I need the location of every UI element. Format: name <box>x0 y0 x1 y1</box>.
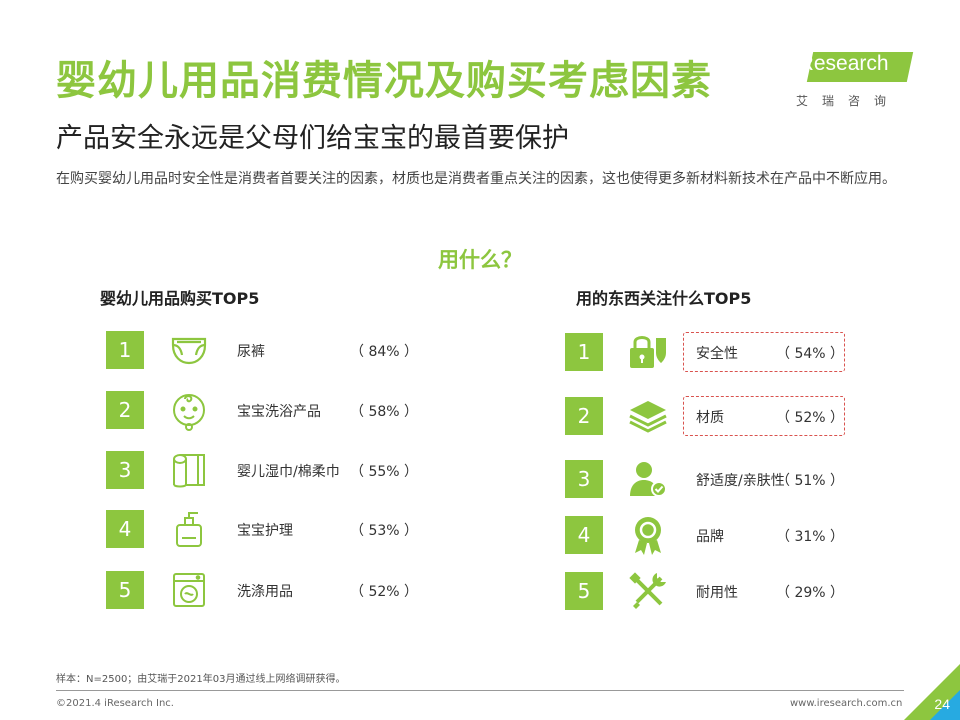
logo-prefix: i <box>794 52 799 75</box>
item-percent: （ 54% ） <box>776 346 845 362</box>
rank-badge: 1 <box>106 331 144 369</box>
highlight-box-safety <box>683 332 845 372</box>
item-percent: （ 55% ） <box>350 464 419 480</box>
item-percent: （ 53% ） <box>350 523 419 539</box>
item-label: 品牌 <box>696 529 724 545</box>
rank-badge: 3 <box>106 451 144 489</box>
list-item: 1 安全性 （ 54% ） <box>565 333 865 373</box>
item-percent: （ 52% ） <box>776 410 845 426</box>
logo-text: iResearch <box>794 52 889 76</box>
lock-shield-icon <box>627 331 669 373</box>
tissue-roll-icon <box>168 449 210 491</box>
list-item: 2 宝宝洗浴产品 （ 58% ） <box>106 391 436 431</box>
copyright: ©2021.4 iResearch Inc. <box>56 698 174 709</box>
item-percent: （ 52% ） <box>350 584 419 600</box>
baby-face-icon <box>168 389 210 431</box>
item-label: 安全性 <box>696 346 738 362</box>
page-subtitle: 产品安全永远是父母们给宝宝的最首要保护 <box>56 123 569 154</box>
item-percent: （ 51% ） <box>776 473 845 489</box>
page-description: 在购买婴幼儿用品时安全性是消费者首要关注的因素，材质也是消费者重点关注的因素，这… <box>56 171 896 187</box>
list-item: 4 宝宝护理 （ 53% ） <box>106 510 436 550</box>
website-link[interactable]: www.iresearch.com.cn <box>790 698 903 709</box>
left-section-title: 婴幼儿用品购买TOP5 <box>100 289 260 308</box>
rank-badge: 5 <box>106 571 144 609</box>
list-item: 3 舒适度/亲肤性 （ 51% ） <box>565 460 865 500</box>
iresearch-logo: iResearch 艾瑞咨询 <box>790 48 920 118</box>
item-label: 婴儿湿巾/棉柔巾 <box>237 464 340 480</box>
washing-machine-icon <box>168 569 210 611</box>
question-heading: 用什么？ <box>438 248 522 272</box>
diaper-icon <box>168 329 210 371</box>
logo-chinese-name: 艾瑞咨询 <box>796 94 901 108</box>
item-label: 宝宝洗浴产品 <box>237 404 321 420</box>
rank-badge: 4 <box>565 516 603 554</box>
rank-badge: 2 <box>565 397 603 435</box>
highlight-box-material <box>683 396 845 436</box>
item-percent: （ 58% ） <box>350 404 419 420</box>
user-check-icon <box>627 458 669 500</box>
rank-badge: 2 <box>106 391 144 429</box>
badge-icon <box>627 514 669 556</box>
rank-badge: 1 <box>565 333 603 371</box>
rank-badge: 5 <box>565 572 603 610</box>
corner-decoration-blue <box>930 690 960 720</box>
footer-divider <box>56 690 904 691</box>
item-label: 舒适度/亲肤性 <box>696 473 785 489</box>
item-label: 耐用性 <box>696 585 738 601</box>
lotion-bottle-icon <box>168 508 210 550</box>
item-percent: （ 29% ） <box>776 585 845 601</box>
rank-badge: 4 <box>106 510 144 548</box>
item-label: 宝宝护理 <box>237 523 293 539</box>
rank-badge: 3 <box>565 460 603 498</box>
footnote: 样本：N=2500；由艾瑞于2021年03月通过线上网络调研获得。 <box>56 674 346 685</box>
layers-icon <box>627 395 669 437</box>
page-title: 婴幼儿用品消费情况及购买考虑因素 <box>56 58 712 104</box>
list-item: 3 婴儿湿巾/棉柔巾 （ 55% ） <box>106 451 436 491</box>
list-item: 5 耐用性 （ 29% ） <box>565 572 865 612</box>
item-label: 尿裤 <box>237 344 265 360</box>
list-item: 5 洗涤用品 （ 52% ） <box>106 571 436 611</box>
right-section-title: 用的东西关注什么TOP5 <box>576 289 752 308</box>
item-label: 材质 <box>696 410 724 426</box>
tools-icon <box>627 570 669 612</box>
list-item: 4 品牌 （ 31% ） <box>565 516 865 556</box>
page-number: 24 <box>934 696 950 712</box>
item-label: 洗涤用品 <box>237 584 293 600</box>
item-percent: （ 84% ） <box>350 344 419 360</box>
logo-name: Research <box>798 52 889 75</box>
list-item: 2 材质 （ 52% ） <box>565 397 865 437</box>
item-percent: （ 31% ） <box>776 529 845 545</box>
list-item: 1 尿裤 （ 84% ） <box>106 331 436 371</box>
